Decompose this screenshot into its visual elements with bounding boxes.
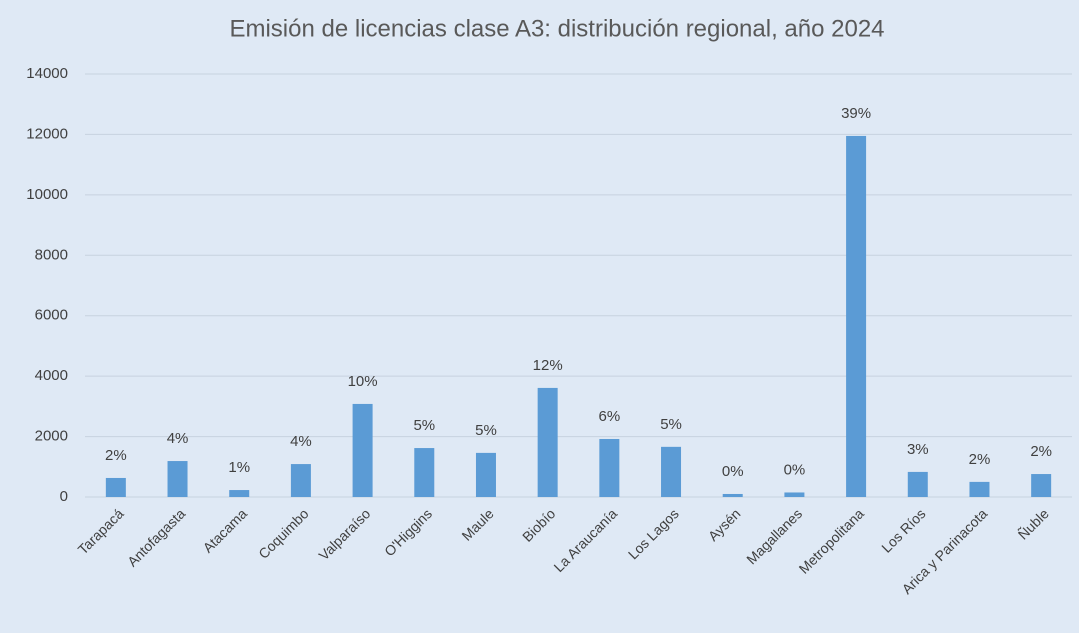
data-label: 5% (413, 417, 435, 434)
bar (907, 471, 928, 497)
bar (722, 493, 743, 497)
y-tick-label: 4000 (35, 367, 68, 384)
data-label: 1% (228, 459, 250, 476)
bar (290, 464, 311, 497)
bar (784, 492, 805, 497)
data-label: 10% (348, 373, 378, 390)
bar (105, 477, 126, 497)
bar (414, 448, 435, 497)
bar (352, 403, 373, 497)
bar (846, 135, 867, 498)
chart-title: Emisión de licencias clase A3: distribuc… (229, 15, 884, 42)
data-label: 5% (475, 422, 497, 439)
data-label: 39% (841, 105, 871, 122)
data-label: 0% (784, 461, 806, 478)
data-label: 2% (105, 447, 127, 464)
data-label: 3% (907, 441, 929, 458)
data-label: 12% (533, 357, 563, 374)
y-tick-label: 14000 (26, 65, 68, 82)
data-label: 6% (599, 408, 621, 425)
bar (1031, 474, 1052, 497)
y-tick-label: 8000 (35, 246, 68, 263)
bar (969, 481, 990, 497)
data-label: 5% (660, 416, 682, 433)
y-tick-label: 0 (60, 488, 68, 505)
data-label: 2% (969, 451, 991, 468)
y-tick-label: 2000 (35, 428, 68, 445)
y-tick-label: 6000 (35, 307, 68, 324)
data-label: 4% (290, 433, 312, 450)
bar (229, 490, 250, 497)
data-label: 4% (167, 430, 189, 447)
bar (537, 387, 558, 497)
data-label: 0% (722, 463, 744, 480)
y-tick-label: 10000 (26, 186, 68, 203)
bar (661, 446, 682, 497)
bar (167, 461, 188, 497)
bar (475, 452, 496, 497)
data-label: 2% (1030, 443, 1052, 460)
bar (599, 438, 620, 497)
y-tick-label: 12000 (26, 125, 68, 142)
